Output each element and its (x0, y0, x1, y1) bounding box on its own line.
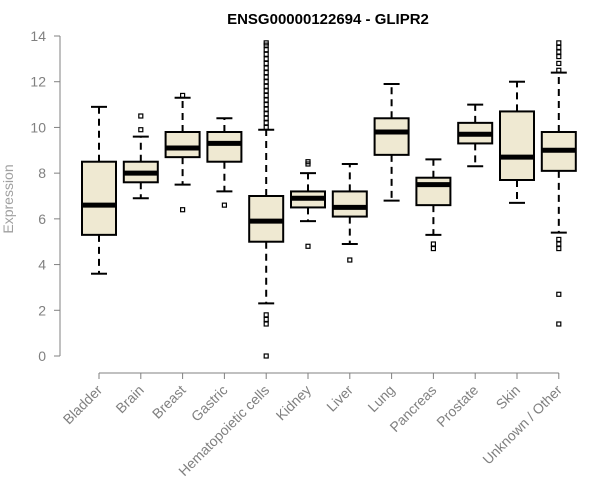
box-group (457, 103, 494, 168)
y-tick-label: 12 (30, 74, 46, 90)
outlier-point (263, 101, 269, 108)
x-tick-label: Bladder (60, 382, 106, 428)
outlier-point (263, 120, 269, 126)
outlier-point (263, 353, 269, 359)
outlier-point (556, 44, 562, 51)
y-tick-label: 2 (38, 302, 46, 318)
outlier-point (263, 312, 269, 318)
outlier-point (263, 97, 269, 103)
x-tick-label: Liver (323, 382, 356, 415)
y-tick-label: 4 (38, 257, 46, 273)
y-tick-label: 6 (38, 211, 46, 227)
outlier-point (556, 49, 562, 55)
outlier-point (263, 115, 269, 121)
outlier-point (263, 56, 269, 62)
outlier-point (263, 106, 269, 112)
y-axis: 0 2 4 6 8 10 12 14 (30, 28, 61, 364)
x-tick-label: Prostate (433, 382, 481, 430)
plot-area (81, 40, 577, 359)
outlier-point (138, 113, 144, 119)
x-tick-label: Brain (112, 382, 146, 416)
outlier-point (347, 257, 353, 263)
outlier-point (556, 40, 562, 46)
outlier-point (263, 40, 269, 46)
outlier-point (556, 236, 562, 243)
iqr-box (206, 131, 243, 163)
box-group (248, 40, 285, 359)
outlier-point (263, 60, 269, 67)
iqr-box (331, 190, 368, 218)
box-group (331, 163, 368, 263)
outlier-point (263, 69, 269, 76)
y-tick-label: 10 (30, 119, 46, 135)
x-tick-label: Kidney (273, 382, 315, 424)
y-tick-label: 14 (30, 28, 46, 44)
x-tick-label: Skin (493, 382, 524, 413)
box-group (122, 113, 159, 200)
outlier-point (556, 245, 562, 252)
outlier-point (556, 53, 562, 60)
outlier-point (263, 83, 269, 89)
outlier-point (263, 316, 269, 323)
x-tick-label: Unknown / Other (479, 382, 565, 468)
outlier-point (263, 321, 269, 327)
outlier-point (305, 159, 311, 165)
outlier-point (430, 245, 436, 252)
box-group (373, 83, 410, 202)
outlier-point (263, 74, 269, 80)
y-axis-label: Expression (0, 164, 16, 233)
outlier-point (263, 111, 269, 117)
outlier-point (263, 88, 269, 94)
box-group (415, 158, 452, 252)
outlier-point (263, 65, 269, 71)
outlier-point (263, 51, 269, 57)
box-group (164, 92, 201, 213)
outlier-point (263, 79, 269, 85)
box-group (540, 40, 577, 327)
outlier-point (556, 321, 562, 327)
outlier-point (556, 67, 562, 73)
x-tick-label: Lung (364, 382, 397, 415)
iqr-box (415, 176, 452, 207)
outlier-point (556, 60, 562, 67)
outlier-point (180, 92, 186, 99)
box-group (81, 105, 117, 275)
outlier-point (263, 47, 269, 53)
outlier-point (430, 241, 436, 247)
box-group (499, 80, 535, 204)
outlier-point (556, 241, 562, 247)
box-group (290, 159, 326, 249)
y-tick-label: 0 (38, 348, 46, 364)
iqr-box (373, 117, 410, 156)
x-tick-label: Breast (149, 382, 189, 422)
outlier-point (138, 127, 144, 133)
outlier-point (221, 202, 227, 208)
iqr-box (499, 110, 535, 181)
outlier-point (305, 243, 311, 249)
y-tick-label: 8 (38, 165, 46, 181)
box-group (206, 117, 243, 208)
outlier-point (263, 92, 269, 99)
chart-title: ENSG00000122694 - GLIPR2 (227, 11, 429, 28)
outlier-point (180, 207, 186, 213)
outlier-point (556, 291, 562, 297)
iqr-box (81, 160, 117, 236)
iqr-box (164, 131, 201, 159)
